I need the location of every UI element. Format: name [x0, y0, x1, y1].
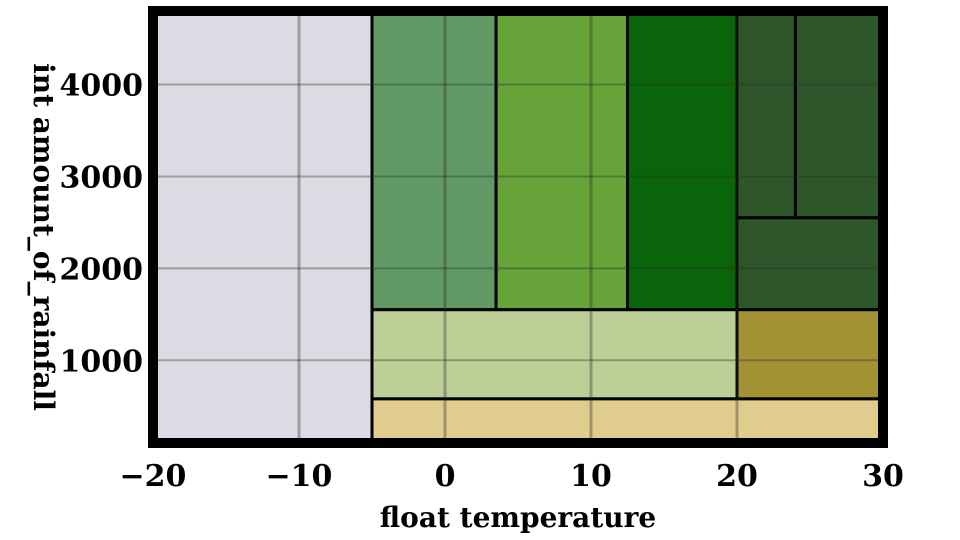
grid-lines: [153, 11, 883, 443]
x-tick-label: 30: [862, 459, 904, 494]
biome-region-10: [370, 397, 885, 445]
biome-region-8: [370, 308, 739, 401]
x-tick-label: 0: [435, 459, 456, 494]
y-tick-label: 1000: [60, 344, 144, 379]
y-axis-title: int amount_of_rainfall: [27, 63, 60, 411]
y-tick-labels: 1000 2000 3000 4000: [60, 69, 144, 380]
biome-region-3: [494, 9, 629, 312]
biome-region-7: [735, 216, 885, 312]
x-tick-label: −20: [120, 459, 187, 494]
biome-region-4: [626, 9, 739, 312]
biome-region-5: [735, 9, 797, 220]
biome-region-1: [151, 9, 374, 445]
y-tick-label: 2000: [60, 252, 144, 287]
biome-region-9: [735, 308, 885, 401]
y-tick-label: 4000: [60, 69, 144, 104]
x-tick-label: 20: [716, 459, 758, 494]
x-tick-label: 10: [570, 459, 612, 494]
y-tick-label: 3000: [60, 160, 144, 195]
biome-region-6: [793, 9, 885, 220]
biome-region-2: [370, 9, 498, 312]
x-tick-label: −10: [266, 459, 333, 494]
plot-frame: [148, 6, 888, 448]
x-tick-labels: −20 −10 0 10 20 30: [120, 459, 904, 494]
biome-regions: [151, 9, 885, 445]
x-axis-title: float temperature: [380, 501, 656, 534]
